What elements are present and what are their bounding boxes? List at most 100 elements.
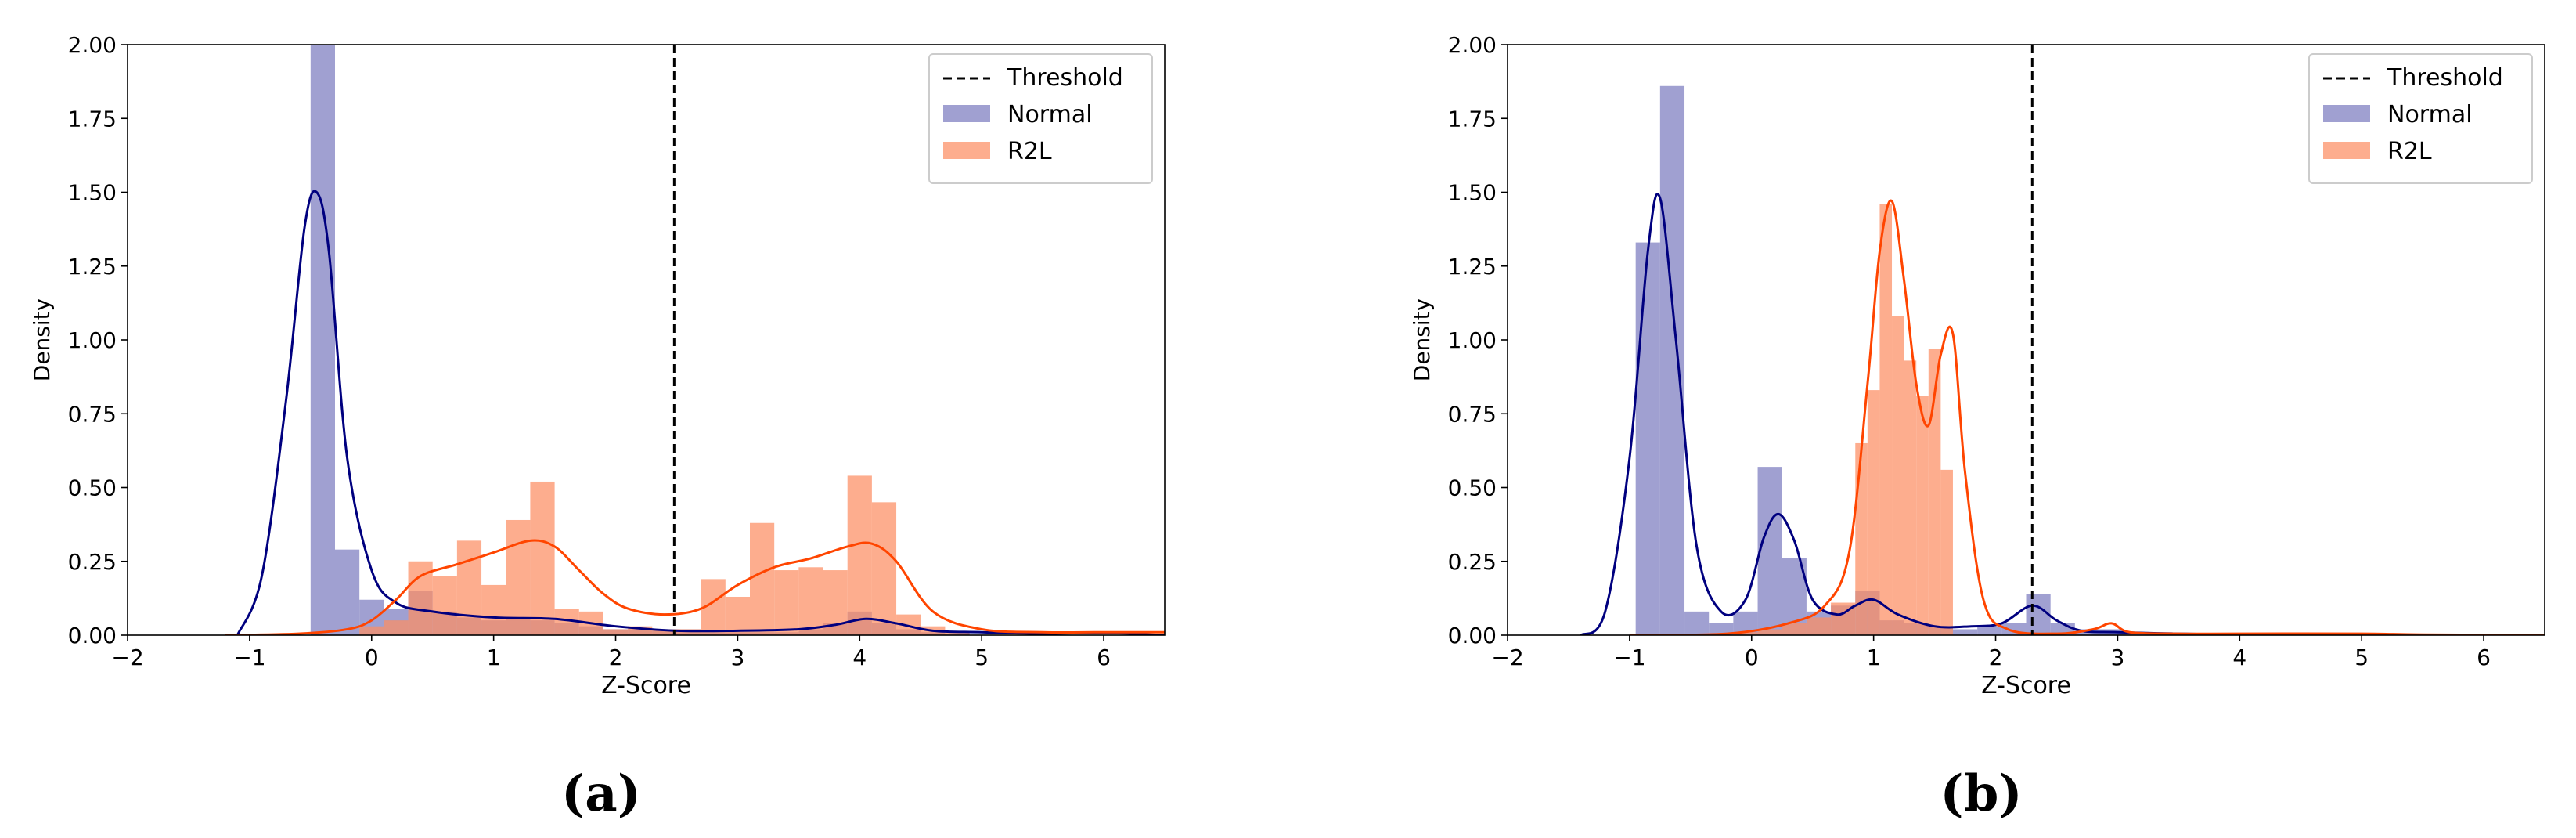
y-tick-label: 2.00 xyxy=(68,32,117,58)
histogram-bar-r2l xyxy=(652,629,677,635)
histogram-bar-r2l xyxy=(750,522,775,635)
y-tick-label: 0.25 xyxy=(68,549,117,575)
x-tick-label: −2 xyxy=(1491,645,1523,670)
plot-area xyxy=(225,45,1165,635)
histogram-bar-normal xyxy=(1684,611,1710,635)
histogram-bar-normal xyxy=(2026,594,2051,635)
panel-label: (b) xyxy=(1940,764,2022,823)
x-tick-label: 4 xyxy=(2232,645,2246,670)
y-tick-label: 1.00 xyxy=(1448,327,1497,353)
histogram-bar-normal xyxy=(1952,629,1978,635)
histogram-bar-r2l xyxy=(384,620,409,635)
legend-swatch-r2l xyxy=(943,142,990,159)
histogram-bar-r2l xyxy=(1757,629,1782,635)
legend-swatch-normal xyxy=(943,105,990,122)
histogram-bar-r2l xyxy=(1855,442,1868,635)
y-tick-label: 0.00 xyxy=(68,623,117,648)
x-tick-label: −1 xyxy=(233,645,265,670)
legend: Threshold Normal R2L xyxy=(928,53,1153,184)
histogram-bar-r2l xyxy=(359,626,384,635)
histogram-bar-r2l xyxy=(1782,623,1807,635)
x-tick-label: 6 xyxy=(2477,645,2491,670)
panel-label: (a) xyxy=(561,764,641,823)
y-tick-label: 1.25 xyxy=(68,254,117,280)
x-axis-label: Z-Score xyxy=(601,672,691,699)
kde-curve-normal xyxy=(1580,193,2545,635)
histogram-bar-r2l xyxy=(1928,349,1941,635)
histogram-bar-r2l xyxy=(1940,469,1953,635)
histogram-bar-r2l xyxy=(871,502,897,635)
histogram-bar-r2l xyxy=(1867,390,1880,635)
legend-label-r2l: R2L xyxy=(1007,138,1052,165)
histogram-bar-r2l xyxy=(1916,396,1929,635)
x-tick-label: 2 xyxy=(1989,645,2003,670)
legend-swatch-r2l xyxy=(2323,142,2370,159)
chart-panel-a: −2 −1 0 1 2 3 4 5 6 0.00 0.25 0.50 0.75 1.00 1.25 1.50 1… xyxy=(29,32,1166,823)
histogram-bar-r2l xyxy=(530,481,555,635)
histogram-bar-r2l xyxy=(1733,632,1758,635)
y-tick-label: 0.50 xyxy=(68,475,117,501)
y-tick-label: 0.75 xyxy=(68,401,117,427)
y-tick-label: 2.00 xyxy=(1448,32,1497,58)
x-tick-label: 1 xyxy=(1867,645,1881,670)
x-tick-label: −1 xyxy=(1613,645,1645,670)
x-tick-label: 6 xyxy=(1097,645,1111,670)
histogram-bar-r2l xyxy=(725,596,750,635)
histogram-bar-r2l xyxy=(628,626,653,635)
x-axis-label: Z-Score xyxy=(1981,672,2071,699)
y-tick-label: 0.75 xyxy=(1448,401,1497,427)
y-tick-label: 0.50 xyxy=(1448,475,1497,501)
y-axis-label: Density xyxy=(1409,298,1435,381)
histogram-bar-r2l xyxy=(847,475,872,635)
histogram-bar-normal xyxy=(1709,623,1734,635)
legend: Threshold Normal R2L xyxy=(2308,53,2533,184)
histogram-bar-r2l xyxy=(774,570,799,635)
legend-label-threshold: Threshold xyxy=(2387,64,2503,92)
histogram-bar-normal xyxy=(1635,242,1660,635)
histogram-bar-r2l xyxy=(1879,204,1893,635)
x-tick-label: 0 xyxy=(365,645,379,670)
histogram-bar-r2l xyxy=(1892,316,1904,635)
kde-curve-r2l xyxy=(225,539,1165,635)
histogram-bar-normal xyxy=(335,549,360,635)
x-tick-label: 5 xyxy=(975,645,989,670)
x-tick-label: 3 xyxy=(2110,645,2124,670)
y-tick-label: 1.00 xyxy=(68,327,117,353)
chart-panel-b: −2 −1 0 1 2 3 4 5 6 0.00 0.25 0.50 0.75 1.00 1.25 1.50 1… xyxy=(1409,32,2545,823)
y-tick-label: 0.25 xyxy=(1448,549,1497,575)
legend-swatch-normal xyxy=(2323,105,2370,122)
y-tick-label: 1.25 xyxy=(1448,254,1497,280)
legend-label-normal: Normal xyxy=(2387,101,2473,128)
plot-area xyxy=(1580,45,2545,635)
hist-r2l xyxy=(359,475,970,635)
x-tick-label: 5 xyxy=(2354,645,2369,670)
kde-curve-r2l xyxy=(1629,199,2545,635)
y-tick-label: 1.50 xyxy=(68,180,117,206)
x-tick-label: 3 xyxy=(730,645,744,670)
histogram-bar-normal xyxy=(310,45,335,635)
histogram-bar-normal xyxy=(1977,626,2002,635)
histogram-bar-normal xyxy=(1757,467,1782,635)
histogram-bar-r2l xyxy=(676,629,701,635)
histogram-bar-r2l xyxy=(603,629,629,635)
histogram-bar-normal xyxy=(1659,85,1685,635)
histogram-bar-r2l xyxy=(1806,617,1832,635)
kde-curve-normal xyxy=(236,190,1165,635)
y-tick-label: 0.00 xyxy=(1448,623,1497,648)
histogram-bar-r2l xyxy=(798,567,823,635)
histogram-bar-r2l xyxy=(1904,360,1917,635)
histogram-bar-r2l xyxy=(481,584,506,635)
x-tick-label: −2 xyxy=(111,645,143,670)
y-axis-label: Density xyxy=(29,298,55,381)
y-tick-label: 1.75 xyxy=(68,106,117,132)
x-tick-label: 4 xyxy=(852,645,866,670)
legend-label-threshold: Threshold xyxy=(1007,64,1123,92)
legend-label-normal: Normal xyxy=(1007,101,1093,128)
x-tick-label: 0 xyxy=(1745,645,1759,670)
histogram-bar-r2l xyxy=(945,632,970,635)
legend-label-r2l: R2L xyxy=(2387,138,2432,165)
y-tick-label: 1.75 xyxy=(1448,106,1497,132)
histogram-bar-r2l xyxy=(432,576,457,635)
histogram-bar-r2l xyxy=(506,519,531,635)
